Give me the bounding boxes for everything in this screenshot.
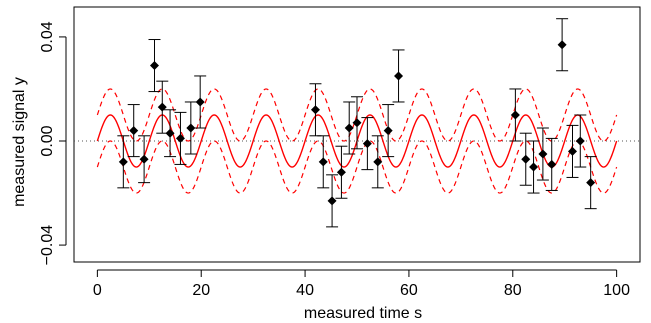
data-point-marker xyxy=(575,136,585,146)
x-tick-label: 100 xyxy=(603,282,630,299)
data-point-marker xyxy=(352,118,362,128)
data-point xyxy=(545,137,558,191)
data-point xyxy=(148,39,161,93)
data-point xyxy=(584,156,597,210)
y-axis-label: measured signal y xyxy=(11,77,28,207)
data-point xyxy=(527,140,540,194)
data-point-marker xyxy=(557,40,567,50)
x-tick-label: 80 xyxy=(504,282,522,299)
data-point-marker xyxy=(538,149,548,159)
data-point-marker xyxy=(129,126,139,136)
data-points-group xyxy=(117,18,597,228)
data-point xyxy=(309,83,322,137)
data-point-marker xyxy=(394,71,404,81)
x-tick-label: 20 xyxy=(192,282,210,299)
data-point xyxy=(509,88,522,142)
y-axis: −0.04 0.00 0.04 xyxy=(39,21,67,266)
data-point xyxy=(164,109,177,158)
data-point xyxy=(117,135,130,189)
data-point xyxy=(371,135,384,189)
data-point xyxy=(138,135,151,184)
data-point-marker xyxy=(327,196,337,206)
data-point-marker xyxy=(118,157,128,167)
data-point xyxy=(184,101,197,155)
data-point xyxy=(351,96,363,150)
x-axis-label: measured time s xyxy=(304,305,422,322)
data-point-marker xyxy=(310,105,320,115)
data-point-marker xyxy=(362,139,372,149)
data-point xyxy=(335,145,348,199)
data-point-marker xyxy=(195,97,205,107)
data-point-marker xyxy=(383,126,393,136)
plot-frame xyxy=(73,6,641,263)
x-axis: 0 20 40 60 80 100 xyxy=(93,269,630,299)
data-point xyxy=(566,124,579,178)
data-point xyxy=(317,135,330,189)
y-tick-label: −0.04 xyxy=(39,225,56,266)
data-point-marker xyxy=(186,123,196,133)
data-point xyxy=(392,49,405,103)
data-point xyxy=(519,132,532,186)
data-point-marker xyxy=(149,61,159,71)
data-point xyxy=(361,117,374,171)
y-tick-label: 0.00 xyxy=(39,125,56,156)
data-point-marker xyxy=(139,154,149,164)
data-point-marker xyxy=(529,162,539,172)
data-point-marker xyxy=(318,157,328,167)
data-point-marker xyxy=(373,157,383,167)
fit-upper-envelope xyxy=(96,88,618,142)
data-point-marker xyxy=(567,146,577,156)
data-point xyxy=(574,114,587,168)
x-tick-label: 0 xyxy=(93,282,102,299)
data-point-marker xyxy=(586,178,596,188)
data-point xyxy=(194,75,207,129)
x-tick-label: 60 xyxy=(400,282,418,299)
x-tick-label: 40 xyxy=(296,282,314,299)
data-point xyxy=(382,104,395,158)
data-point xyxy=(343,101,356,155)
data-point xyxy=(536,127,549,181)
data-point-marker xyxy=(175,133,185,143)
data-point xyxy=(156,80,169,134)
fit-lower-envelope xyxy=(96,140,618,194)
data-point xyxy=(174,111,187,165)
data-point-marker xyxy=(336,167,346,177)
y-tick-label: 0.04 xyxy=(39,21,56,52)
data-point-marker xyxy=(165,128,175,138)
data-point-marker xyxy=(510,110,520,120)
data-point xyxy=(556,18,569,72)
data-point-marker xyxy=(521,154,531,164)
data-point-marker xyxy=(344,123,354,133)
data-point xyxy=(326,174,339,228)
data-point-marker xyxy=(547,159,557,169)
data-point-marker xyxy=(157,102,167,112)
data-point xyxy=(127,104,140,158)
